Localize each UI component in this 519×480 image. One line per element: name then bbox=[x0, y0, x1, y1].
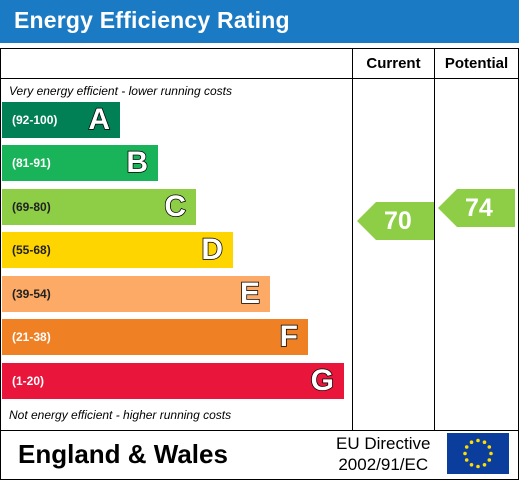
star-icon bbox=[476, 438, 480, 443]
band-range: (69-80) bbox=[12, 200, 51, 214]
band-letter: B bbox=[126, 145, 149, 180]
band-c: (69-80) C bbox=[2, 189, 196, 225]
current-rating-value: 70 bbox=[384, 207, 412, 235]
current-column-divider bbox=[352, 48, 353, 431]
band-b: (81-91) B bbox=[2, 145, 158, 181]
star-icon bbox=[464, 445, 469, 449]
page-title: Energy Efficiency Rating bbox=[14, 7, 290, 33]
band-range: (1-20) bbox=[12, 374, 45, 388]
band-range: (81-91) bbox=[12, 156, 51, 170]
region-label: England & Wales bbox=[18, 439, 228, 469]
band-letter: G bbox=[310, 363, 335, 398]
band-g: (1-20) G bbox=[2, 363, 344, 399]
footer-divider bbox=[0, 430, 519, 431]
directive-line-1: EU Directive bbox=[336, 434, 431, 453]
eu-flag-icon bbox=[447, 433, 509, 474]
eu-directive: EU Directive 2002/91/EC bbox=[336, 433, 430, 475]
current-arrow-shape bbox=[357, 202, 434, 240]
star-icon bbox=[464, 458, 469, 462]
potential-rating-value: 74 bbox=[465, 194, 493, 222]
current-column-header: Current bbox=[366, 55, 421, 72]
star-icon bbox=[469, 440, 474, 444]
header-divider bbox=[0, 78, 519, 79]
potential-arrow-shape bbox=[438, 189, 515, 227]
potential-rating-arrow: 74 bbox=[438, 189, 515, 227]
band-range: (39-54) bbox=[12, 287, 51, 301]
potential-column-header: Potential bbox=[444, 55, 509, 72]
star-icon bbox=[482, 440, 487, 444]
star-icon bbox=[482, 463, 487, 467]
bottom-note: Not energy efficient - higher running co… bbox=[9, 408, 232, 422]
star-icon bbox=[469, 463, 474, 467]
star-icon bbox=[463, 451, 467, 456]
star-icon bbox=[476, 464, 480, 469]
band-d: (55-68) D bbox=[2, 232, 233, 268]
band-letter: E bbox=[239, 276, 261, 311]
star-icon bbox=[487, 458, 492, 462]
band-f: (21-38) F bbox=[2, 319, 308, 355]
band-letter: D bbox=[201, 232, 224, 267]
star-icon bbox=[489, 451, 493, 456]
directive-line-2: 2002/91/EC bbox=[338, 455, 429, 474]
top-note: Very energy efficient - lower running co… bbox=[9, 84, 232, 98]
band-range: (55-68) bbox=[12, 243, 51, 257]
header-bar: Energy Efficiency Rating bbox=[0, 0, 519, 43]
band-a: (92-100) A bbox=[2, 102, 120, 138]
band-letter: F bbox=[279, 319, 299, 354]
band-range: (92-100) bbox=[12, 113, 58, 127]
current-rating-arrow: 70 bbox=[357, 202, 434, 240]
band-range: (21-38) bbox=[12, 330, 51, 344]
band-letter: C bbox=[164, 189, 187, 224]
potential-column-divider bbox=[434, 48, 435, 431]
star-icon bbox=[487, 445, 492, 449]
band-letter: A bbox=[88, 102, 111, 137]
band-e: (39-54) E bbox=[2, 276, 270, 312]
